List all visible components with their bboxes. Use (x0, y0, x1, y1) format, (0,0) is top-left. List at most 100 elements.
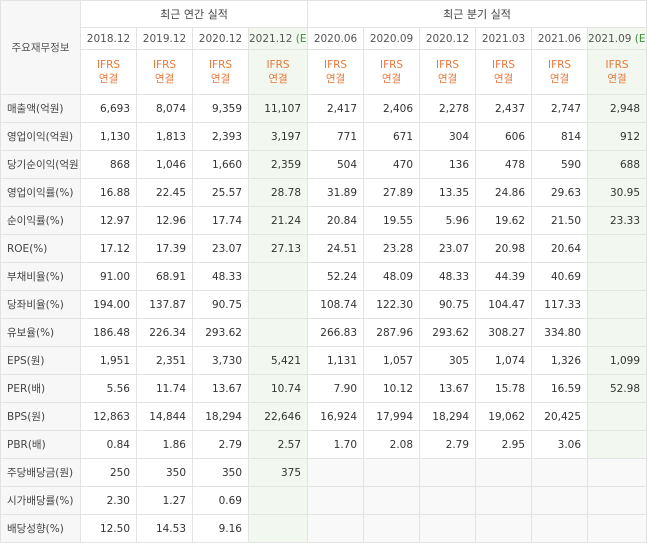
value-cell: 22.45 (136, 178, 193, 207)
value-cell: 11,107 (247, 94, 309, 123)
value-cell: 0.84 (80, 430, 137, 459)
ifrs-badge: IFRS 연결 (136, 49, 193, 95)
value-cell: 12,863 (80, 402, 137, 431)
ifrs-badge: IFRS 연결 (363, 49, 421, 95)
period-label: 2021.03 (481, 32, 526, 45)
value-cell: 0.69 (192, 486, 249, 515)
value-cell: 137.87 (136, 290, 193, 319)
value-cell: 266.83 (307, 318, 365, 347)
value-cell: 14.53 (136, 514, 193, 543)
value-cell: 308.27 (475, 318, 533, 347)
table-row: 유보율(%) 186.48 226.34 293.62 266.83 287.96 293.… (0, 318, 648, 347)
ifrs-label: IFRS (208, 59, 233, 71)
consolidated-label: 연결 (210, 73, 231, 85)
value-cell: 31.89 (307, 178, 365, 207)
value-cell (307, 458, 365, 487)
value-cell (419, 458, 477, 487)
ifrs-label: IFRS (547, 59, 572, 71)
row-header-title: 주요재무정보 (0, 0, 81, 95)
ifrs-label: IFRS (491, 59, 516, 71)
value-cell: 10.74 (247, 374, 309, 403)
value-cell (475, 486, 533, 515)
value-cell (531, 486, 589, 515)
row-label: BPS(원) (0, 402, 81, 431)
value-cell: 17,994 (363, 402, 421, 431)
value-cell: 2.30 (80, 486, 137, 515)
value-cell: 1,074 (475, 346, 533, 375)
value-cell: 8,074 (136, 94, 193, 123)
value-cell: 40.69 (531, 262, 589, 291)
consolidated-label: 연결 (493, 73, 514, 85)
value-cell (475, 458, 533, 487)
value-cell: 250 (80, 458, 137, 487)
value-cell: 23.07 (192, 234, 249, 263)
value-cell: 23.33 (587, 206, 648, 235)
value-cell (307, 486, 365, 515)
value-cell (247, 290, 309, 319)
table-row: 매출액(억원) 6,693 8,074 9,359 11,107 2,417 2,406 2,… (0, 94, 648, 123)
period-header: 2020.12 (192, 27, 249, 50)
value-cell (587, 514, 648, 543)
value-cell (363, 458, 421, 487)
ifrs-label: IFRS (96, 59, 121, 71)
value-cell: 814 (531, 122, 589, 151)
row-label: 당좌비율(%) (0, 290, 81, 319)
value-cell: 44.39 (475, 262, 533, 291)
row-label: 배당성향(%) (0, 514, 81, 543)
table-row: 시가배당률(%) 2.30 1.27 0.69 (0, 486, 648, 515)
ifrs-badge: IFRS 연결 (192, 49, 249, 95)
value-cell: 16.88 (80, 178, 137, 207)
value-cell: 2.57 (247, 430, 309, 459)
row-label: 주당배당금(원) (0, 458, 81, 487)
value-cell (247, 486, 309, 515)
period-header: 2018.12 (80, 27, 137, 50)
value-cell: 350 (192, 458, 249, 487)
value-cell: 771 (307, 122, 365, 151)
value-cell: 9.16 (192, 514, 249, 543)
consolidated-label: 연결 (381, 73, 402, 85)
value-cell: 12.96 (136, 206, 193, 235)
value-cell: 104.47 (475, 290, 533, 319)
value-cell: 3,730 (192, 346, 249, 375)
value-cell: 2,393 (192, 122, 249, 151)
value-cell: 122.30 (363, 290, 421, 319)
value-cell: 1.86 (136, 430, 193, 459)
table-row: PER(배) 5.56 11.74 13.67 10.74 7.90 10.12 13.67 1… (0, 374, 648, 403)
value-cell (475, 514, 533, 543)
table-body: 매출액(억원) 6,693 8,074 9,359 11,107 2,417 2,406 2,… (0, 94, 648, 543)
value-cell: 20.98 (475, 234, 533, 263)
value-cell: 1,660 (192, 150, 249, 179)
value-cell: 2,948 (587, 94, 648, 123)
value-cell: 2,437 (475, 94, 533, 123)
value-cell: 27.89 (363, 178, 421, 207)
value-cell: 52.98 (587, 374, 648, 403)
table-row: 당기순이익(억원) 868 1,046 1,660 2,359 504 470 136 478 5… (0, 150, 648, 179)
ifrs-badge: IFRS 연결 (475, 49, 533, 95)
period-header: 2020.12 (419, 27, 477, 50)
value-cell: 375 (247, 458, 309, 487)
value-cell: 13.67 (419, 374, 477, 403)
value-cell: 20,425 (531, 402, 589, 431)
row-label: 매출액(억원) (0, 94, 81, 123)
value-cell (587, 262, 648, 291)
value-cell: 5.56 (80, 374, 137, 403)
ifrs-badge: IFRS 연결 (531, 49, 589, 95)
ifrs-badge: IFRS 연결 (587, 49, 648, 95)
value-cell: 18,294 (192, 402, 249, 431)
value-cell: 226.34 (136, 318, 193, 347)
value-cell: 20.84 (307, 206, 365, 235)
value-cell: 22,646 (247, 402, 309, 431)
value-cell: 2,406 (363, 94, 421, 123)
value-cell: 15.78 (475, 374, 533, 403)
consolidated-label: 연결 (607, 73, 627, 85)
value-cell (419, 514, 477, 543)
row-label: 순이익률(%) (0, 206, 81, 235)
value-cell: 16.59 (531, 374, 589, 403)
row-label: EPS(원) (0, 346, 81, 375)
consolidated-label: 연결 (268, 73, 288, 85)
row-label: 영업이익률(%) (0, 178, 81, 207)
row-label: 시가배당률(%) (0, 486, 81, 515)
value-cell: 20.64 (531, 234, 589, 263)
value-cell: 13.67 (192, 374, 249, 403)
period-label: 2020.09 (369, 32, 414, 45)
